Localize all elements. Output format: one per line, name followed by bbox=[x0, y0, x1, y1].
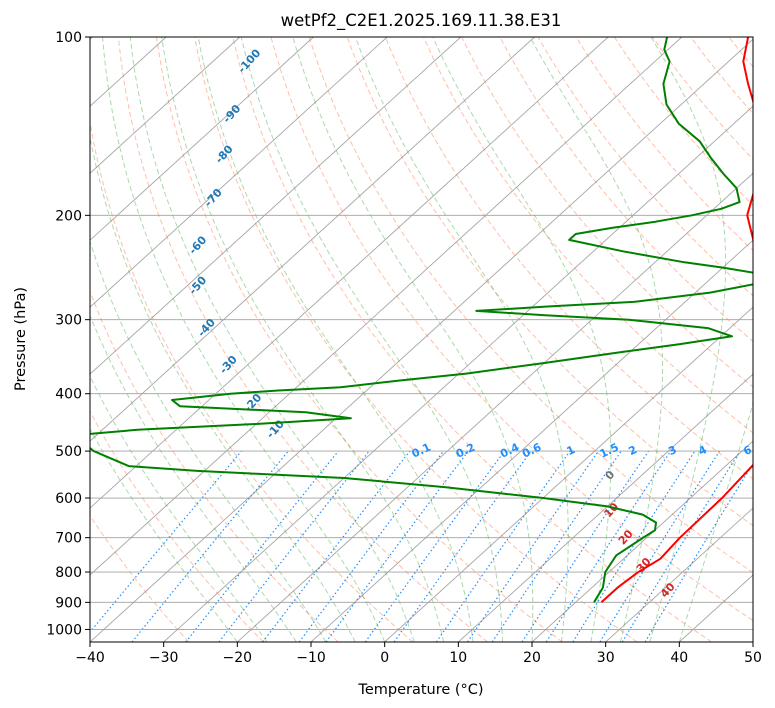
x-tick-label: −10 bbox=[296, 650, 326, 666]
y-tick-label: 900 bbox=[55, 595, 82, 611]
isotherm-line bbox=[458, 373, 753, 642]
plot-frame bbox=[89, 36, 754, 643]
isotherm-line bbox=[90, 37, 388, 308]
moist-adiabat bbox=[678, 401, 753, 642]
mixing-ratio-label: 6 bbox=[741, 443, 754, 458]
moist-adiabat bbox=[90, 314, 297, 642]
dry-adiabat bbox=[385, 37, 753, 480]
dry-adiabat bbox=[461, 37, 753, 388]
mixing-ratio-line bbox=[644, 462, 753, 642]
x-tick-label: 20 bbox=[523, 650, 541, 666]
x-tick-label: −40 bbox=[75, 650, 105, 666]
dry-adiabat bbox=[90, 119, 414, 642]
dry-adiabat bbox=[194, 37, 638, 642]
x-tick-label: 50 bbox=[744, 650, 762, 666]
isotherm-line bbox=[384, 306, 753, 642]
moist-adiabat bbox=[292, 37, 534, 642]
isotherm-line bbox=[605, 507, 753, 642]
mixing-ratio-line bbox=[325, 450, 469, 642]
x-tick-label: −30 bbox=[149, 650, 179, 666]
y-tick-label: 100 bbox=[55, 30, 82, 46]
mixing-ratio-line bbox=[491, 450, 622, 642]
temperature-profile bbox=[600, 37, 753, 604]
x-axis-label: Temperature (°C) bbox=[357, 682, 483, 698]
moist-adiabat bbox=[161, 37, 445, 642]
moist-adiabat bbox=[432, 37, 612, 642]
y-axis-label: Pressure (hPa) bbox=[13, 287, 29, 391]
dewpoint-profile bbox=[90, 37, 753, 603]
moist-adiabat bbox=[649, 37, 727, 642]
dry-adiabat bbox=[232, 37, 712, 642]
dry-adiabat bbox=[423, 37, 753, 434]
y-tick-label: 1000 bbox=[46, 622, 82, 638]
tick-layer: −40 −30 −20 −10 0 10 20 30 40 50 100 200 300 400 500 60… bbox=[46, 30, 762, 666]
moist-adiabat bbox=[197, 37, 474, 642]
dry-adiabat bbox=[613, 37, 753, 206]
dry-adiabat bbox=[90, 514, 190, 642]
isotherm-line bbox=[163, 105, 753, 642]
x-tick-label: 30 bbox=[597, 650, 615, 666]
y-tick-label: 500 bbox=[55, 444, 82, 460]
y-tick-label: 600 bbox=[55, 491, 82, 507]
mixing-ratio-line bbox=[521, 450, 650, 642]
dry-adiabat bbox=[537, 37, 753, 297]
isotherm-line bbox=[90, 38, 753, 642]
mixing-ratio-line bbox=[572, 450, 696, 642]
moist-adiabat bbox=[240, 37, 503, 642]
moist-adiabat bbox=[90, 375, 268, 642]
isotherm-line bbox=[531, 440, 753, 642]
moist-adiabat bbox=[354, 37, 569, 642]
dry-adiabat bbox=[346, 37, 753, 527]
mixing-ratio-line bbox=[435, 450, 571, 642]
dry-adiabat bbox=[308, 37, 753, 574]
dry-adiabat bbox=[270, 37, 753, 622]
mixing-ratio-line bbox=[90, 450, 242, 634]
isotherm-line bbox=[90, 37, 314, 241]
mixing-ratio-line bbox=[621, 450, 741, 642]
moist-adiabat bbox=[90, 240, 327, 642]
chart-title: wetPf2_C2E1.2025.169.11.38.E31 bbox=[281, 11, 562, 31]
y-tick-label: 700 bbox=[55, 531, 82, 547]
y-tick-label: 200 bbox=[55, 208, 82, 224]
grid-layer: 0.10.20.40.611.52346810131620253036-100-… bbox=[90, 37, 775, 642]
x-tick-label: 10 bbox=[449, 650, 467, 666]
dry-adiabat bbox=[767, 37, 775, 642]
isotherm-line bbox=[90, 37, 535, 442]
dry-adiabat bbox=[90, 290, 339, 642]
mixing-ratio-line bbox=[467, 450, 599, 642]
isotherm-line bbox=[310, 239, 753, 642]
isotherm-line bbox=[237, 172, 753, 642]
mixing-ratio-line bbox=[364, 450, 505, 642]
moist-adiabat bbox=[90, 134, 356, 642]
isotherm-line bbox=[90, 37, 609, 509]
y-tick-label: 800 bbox=[55, 565, 82, 581]
isotherm-line bbox=[90, 37, 241, 174]
series-layer bbox=[90, 37, 753, 604]
x-tick-label: 0 bbox=[380, 650, 389, 666]
moist-adiabat bbox=[129, 37, 415, 642]
y-tick-label: 400 bbox=[55, 387, 82, 403]
y-tick-label: 300 bbox=[55, 313, 82, 329]
moist-adiabat bbox=[529, 37, 664, 642]
mixing-ratio-line bbox=[298, 450, 444, 642]
isotherm-line bbox=[90, 37, 462, 375]
isotherm-line bbox=[90, 37, 683, 576]
dry-adiabat bbox=[652, 37, 753, 161]
mixing-ratio-line bbox=[131, 450, 289, 642]
mixing-ratio-line bbox=[185, 450, 339, 642]
dry-adiabat bbox=[499, 37, 753, 343]
dry-adiabat bbox=[117, 37, 488, 642]
x-tick-label: −20 bbox=[223, 650, 253, 666]
moist-adiabat bbox=[90, 427, 238, 642]
mixing-ratio-line bbox=[545, 450, 672, 642]
isotherm-line bbox=[752, 641, 753, 642]
x-tick-label: 40 bbox=[670, 650, 688, 666]
